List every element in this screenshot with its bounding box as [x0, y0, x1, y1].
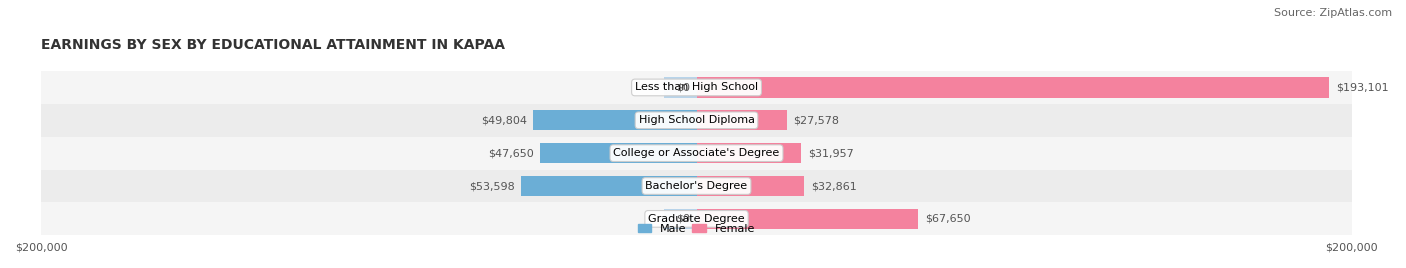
Legend: Male, Female: Male, Female — [634, 219, 759, 238]
Text: $47,650: $47,650 — [488, 148, 534, 158]
Text: $49,804: $49,804 — [481, 115, 527, 125]
Text: High School Diploma: High School Diploma — [638, 115, 755, 125]
Bar — [696, 110, 787, 131]
Bar — [696, 143, 801, 163]
Bar — [664, 209, 696, 229]
Bar — [664, 77, 696, 98]
Text: $0: $0 — [676, 214, 690, 224]
Text: $31,957: $31,957 — [808, 148, 853, 158]
Bar — [41, 170, 1351, 202]
Bar — [540, 143, 696, 163]
Text: Source: ZipAtlas.com: Source: ZipAtlas.com — [1274, 8, 1392, 18]
Text: Less than High School: Less than High School — [636, 83, 758, 92]
Text: $0: $0 — [676, 83, 690, 92]
Text: $53,598: $53,598 — [468, 181, 515, 191]
Text: EARNINGS BY SEX BY EDUCATIONAL ATTAINMENT IN KAPAA: EARNINGS BY SEX BY EDUCATIONAL ATTAINMEN… — [41, 38, 505, 52]
Bar — [696, 209, 918, 229]
Text: Bachelor's Degree: Bachelor's Degree — [645, 181, 748, 191]
Text: $27,578: $27,578 — [793, 115, 839, 125]
Bar — [41, 137, 1351, 170]
Bar — [41, 71, 1351, 104]
Bar — [41, 104, 1351, 137]
Text: $32,861: $32,861 — [811, 181, 856, 191]
Text: $67,650: $67,650 — [925, 214, 970, 224]
Bar — [696, 176, 804, 196]
Text: College or Associate's Degree: College or Associate's Degree — [613, 148, 780, 158]
Text: Graduate Degree: Graduate Degree — [648, 214, 745, 224]
Bar — [696, 77, 1329, 98]
Bar — [41, 202, 1351, 235]
Bar — [522, 176, 696, 196]
Bar — [533, 110, 696, 131]
Text: $193,101: $193,101 — [1336, 83, 1388, 92]
